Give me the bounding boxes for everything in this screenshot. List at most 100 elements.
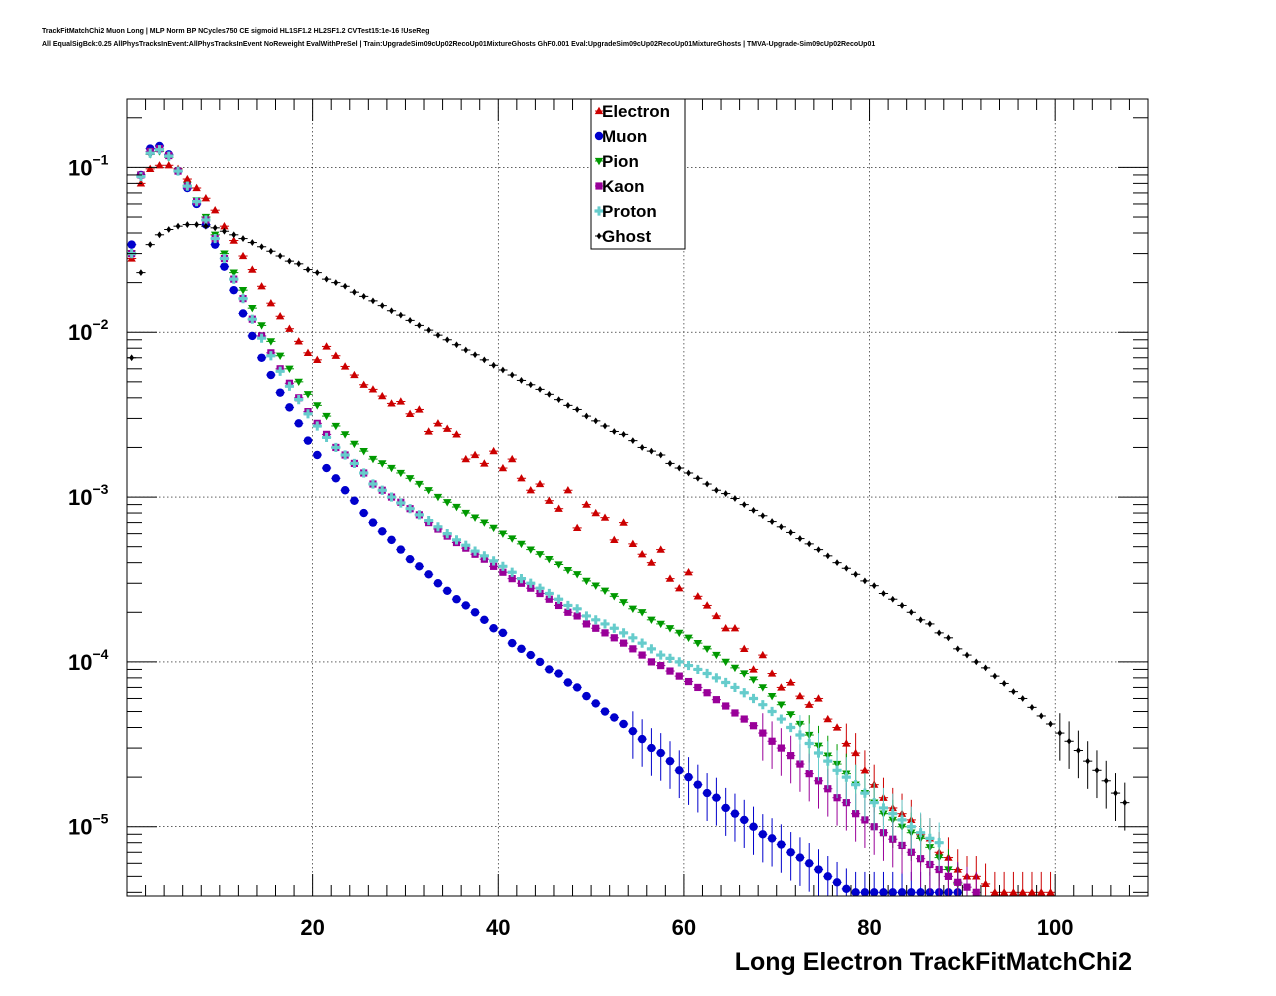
data-point: [313, 355, 322, 363]
data-point: [806, 540, 812, 548]
data-point: [452, 535, 462, 545]
data-point: [472, 351, 478, 359]
y-tick-label: 10−2: [68, 316, 109, 345]
data-point: [713, 486, 719, 494]
data-point: [602, 422, 608, 430]
data-point: [684, 660, 694, 671]
data-point: [201, 215, 211, 225]
error-bars-proton: [127, 149, 944, 871]
data-point: [786, 711, 795, 719]
data-point: [674, 657, 684, 667]
data-point: [647, 558, 656, 566]
data-point: [210, 233, 220, 244]
data-point: [999, 888, 1009, 896]
data-point: [154, 145, 164, 155]
data-point: [127, 240, 136, 249]
data-point: [480, 519, 489, 527]
data-point: [433, 419, 443, 427]
data-point: [266, 351, 276, 361]
data-point: [507, 567, 517, 577]
data-point: [816, 546, 821, 554]
data-point: [1075, 747, 1081, 754]
data-point: [609, 623, 619, 633]
data-point: [415, 480, 424, 489]
error-bars-electron: [127, 164, 1056, 896]
data-point: [851, 780, 861, 790]
data-point: [480, 459, 489, 467]
data-point: [563, 600, 573, 611]
data-point: [312, 421, 322, 431]
data-point: [600, 707, 610, 716]
data-point: [871, 582, 877, 590]
data-point: [424, 515, 434, 526]
data-point: [665, 574, 675, 582]
y-tick-label: 10−5: [68, 811, 109, 840]
data-point: [220, 262, 229, 271]
data-point: [973, 658, 979, 666]
data-point: [145, 148, 155, 158]
data-point: [396, 545, 406, 554]
data-point: [294, 378, 303, 387]
data-point: [899, 602, 905, 609]
legend-label: Pion: [602, 152, 639, 171]
x-axis-label: Long Electron TrackFitMatchChi2: [735, 948, 1132, 976]
series-proton: [127, 145, 944, 871]
legend-label: Kaon: [602, 177, 645, 196]
data-point: [749, 665, 758, 673]
data-point: [489, 446, 498, 455]
data-point: [777, 840, 786, 849]
data-point: [619, 599, 628, 607]
data-point: [936, 629, 942, 637]
data-point: [359, 468, 369, 478]
data-point: [313, 402, 322, 410]
data-point: [352, 288, 357, 296]
data-point: [758, 700, 768, 710]
data-point: [628, 605, 638, 613]
data-point: [424, 427, 433, 435]
data-point: [407, 316, 413, 324]
data-point: [869, 798, 879, 808]
data-point: [368, 455, 378, 464]
data-point: [610, 713, 619, 722]
data-point: [313, 450, 322, 460]
data-point: [229, 274, 239, 284]
data-point: [758, 830, 768, 839]
data-point: [593, 417, 599, 425]
data-point: [405, 475, 415, 483]
data-point: [730, 809, 740, 818]
data-point: [433, 493, 443, 502]
data-point: [665, 756, 675, 766]
data-point: [526, 650, 535, 660]
data-point: [231, 231, 237, 239]
data-point: [712, 793, 721, 802]
data-point: [740, 670, 749, 678]
data-point: [860, 788, 870, 798]
data-point: [702, 645, 712, 654]
data-point: [907, 888, 916, 897]
data-point: [684, 677, 693, 686]
data-point: [601, 629, 609, 637]
data-point: [796, 760, 804, 768]
data-point: [461, 509, 470, 518]
data-point: [610, 593, 619, 601]
header-line-2: All EqualSigBck:0.25 AllPhysTracksInEven…: [42, 41, 876, 48]
data-point: [1103, 777, 1109, 785]
data-point: [498, 561, 508, 571]
legend-entry: Muon: [594, 127, 647, 146]
data-point: [544, 588, 554, 599]
data-point: [183, 174, 192, 183]
series-ghost: [127, 221, 1130, 831]
legend-marker: [596, 232, 602, 240]
data-point: [693, 592, 703, 600]
data-point: [359, 508, 368, 518]
data-point: [981, 879, 990, 888]
data-point: [649, 447, 654, 455]
data-point: [556, 396, 562, 404]
data-point: [563, 486, 573, 494]
data-point: [247, 314, 257, 324]
data-point: [637, 734, 647, 744]
data-point: [731, 709, 739, 717]
data-point: [249, 239, 255, 246]
legend-entry: Proton: [594, 202, 657, 221]
data-point: [992, 672, 998, 680]
